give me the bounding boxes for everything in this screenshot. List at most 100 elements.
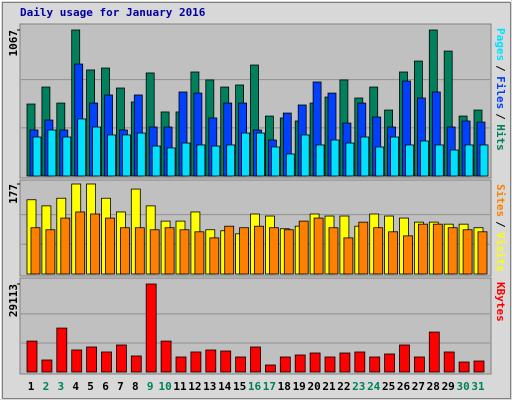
bar [105, 217, 115, 275]
x-tick-label: 19 [293, 380, 306, 393]
chart-title: Daily usage for January 2016 [20, 6, 206, 19]
bar [324, 356, 336, 373]
bar [226, 144, 236, 177]
bar [90, 213, 100, 275]
bar [250, 346, 261, 373]
bar [405, 144, 414, 177]
bar [343, 237, 354, 275]
x-tick-label: 31 [471, 380, 485, 393]
x-tick-label: 21 [322, 380, 336, 393]
bar [369, 356, 381, 373]
bar [473, 360, 485, 373]
x-tick-label: 8 [132, 380, 139, 393]
x-tick-label: 13 [203, 380, 216, 393]
frame [2, 2, 511, 399]
bar [298, 220, 309, 275]
bar [136, 132, 146, 177]
bar [434, 144, 444, 177]
bar [360, 136, 370, 177]
bar [26, 340, 38, 373]
x-tick-label: 7 [117, 380, 124, 393]
bar [220, 350, 232, 373]
bar [75, 211, 86, 275]
bar [145, 283, 157, 373]
bar [101, 351, 112, 373]
bar [122, 134, 131, 177]
bar [181, 142, 191, 177]
bar [209, 237, 220, 275]
bar [449, 149, 459, 177]
bar [283, 229, 294, 275]
bar [477, 231, 488, 275]
bar [428, 331, 440, 373]
bar [196, 144, 206, 177]
bar [390, 136, 400, 177]
bar [60, 217, 71, 275]
bar [166, 147, 176, 177]
bar [254, 225, 264, 275]
x-tick-label: 2 [43, 380, 50, 393]
bar [268, 227, 279, 275]
bar [328, 227, 339, 275]
x-tick-label: 15 [233, 380, 246, 393]
x-tick-label: 9 [147, 380, 154, 393]
bar [330, 139, 340, 177]
bar [264, 364, 276, 373]
bar [285, 153, 295, 177]
bar [313, 217, 324, 275]
bar [256, 132, 265, 177]
bar [417, 223, 428, 275]
bar [211, 145, 221, 177]
legend-entry: Sites [494, 184, 507, 217]
bar [309, 352, 321, 373]
bar [345, 142, 355, 177]
bar [399, 344, 410, 373]
bar [205, 349, 217, 373]
bar [458, 361, 470, 373]
bar [443, 351, 455, 373]
bar [116, 344, 127, 373]
x-tick-label: 11 [173, 380, 187, 393]
y-tick-label: 29113 [7, 284, 20, 317]
bar [239, 227, 250, 275]
legend-separator: / [494, 113, 507, 120]
x-tick-label: 10 [158, 380, 171, 393]
bar [107, 134, 116, 177]
bar [160, 340, 172, 373]
legend-entry: Files [494, 76, 507, 109]
bar [373, 227, 384, 275]
bar [77, 118, 87, 177]
bar [447, 227, 458, 275]
bar [45, 229, 56, 275]
bar [235, 356, 247, 373]
bar [92, 126, 101, 177]
x-tick-label: 22 [337, 380, 350, 393]
bar [464, 144, 474, 177]
bar [384, 353, 396, 373]
x-tick-label: 28 [427, 380, 440, 393]
bar [175, 356, 187, 373]
bar [413, 356, 425, 373]
bar [462, 229, 473, 275]
x-tick-label: 16 [248, 380, 262, 393]
legend-separator: / [494, 221, 507, 228]
bar [149, 229, 160, 275]
bar [354, 351, 366, 373]
x-tick-label: 12 [188, 380, 201, 393]
legend-entry: Hits [494, 124, 507, 151]
bar [130, 355, 142, 373]
bar [86, 346, 97, 373]
x-tick-label: 29 [442, 380, 455, 393]
bar [270, 146, 280, 177]
bar [194, 231, 205, 275]
bar [479, 144, 489, 177]
bar [315, 144, 325, 177]
x-tick-label: 24 [367, 380, 381, 393]
legend-entry: KBytes [494, 282, 507, 322]
bar [71, 349, 83, 373]
bar [134, 227, 145, 275]
bar [339, 352, 351, 373]
x-tick-label: 1 [28, 380, 35, 393]
bar [32, 136, 42, 177]
